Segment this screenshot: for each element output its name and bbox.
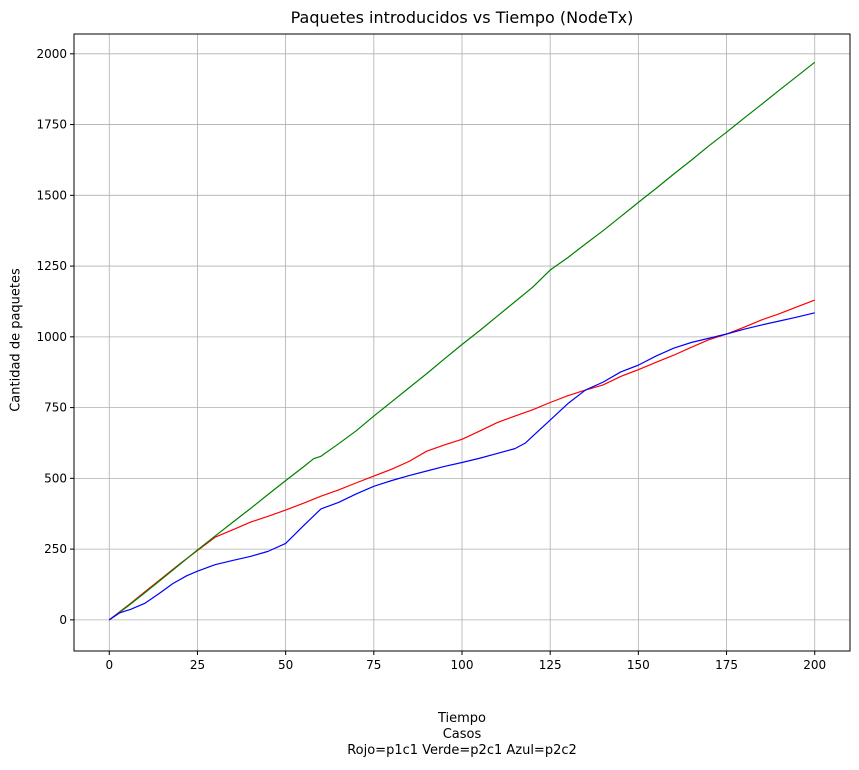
y-axis-label: Cantidad de paquetes bbox=[8, 268, 24, 412]
x-tick-label: 200 bbox=[803, 658, 826, 672]
series-line-1 bbox=[108, 299, 815, 621]
series-line-2 bbox=[108, 61, 816, 621]
y-tick-label: 1750 bbox=[36, 118, 67, 132]
y-tick-label: 750 bbox=[44, 401, 67, 415]
x-tick-label: 125 bbox=[539, 658, 562, 672]
chart-title: Paquetes introducidos vs Tiempo (NodeTx) bbox=[290, 8, 634, 27]
x-tick-label: 0 bbox=[105, 658, 113, 672]
caption-line-1: Casos bbox=[442, 727, 482, 742]
x-tick-label: 25 bbox=[190, 658, 205, 672]
caption-line-2: Rojo=p1c1 Verde=p2c1 Azul=p2c2 bbox=[347, 743, 577, 758]
x-tick-label: 50 bbox=[278, 658, 293, 672]
y-tick-label: 0 bbox=[59, 613, 67, 627]
y-tick-label: 250 bbox=[44, 542, 67, 556]
y-tick-label: 500 bbox=[44, 471, 67, 485]
series-line-3 bbox=[108, 312, 815, 621]
y-tick-label: 1250 bbox=[36, 259, 67, 273]
x-tick-label: 175 bbox=[715, 658, 738, 672]
x-axis-label: Tiempo bbox=[437, 711, 487, 726]
y-tick-label: 1500 bbox=[36, 188, 67, 202]
y-tick-label: 2000 bbox=[36, 47, 67, 61]
y-tick-label: 1000 bbox=[36, 330, 67, 344]
x-tick-label: 100 bbox=[451, 658, 474, 672]
x-tick-label: 150 bbox=[627, 658, 650, 672]
x-tick-label: 75 bbox=[366, 658, 381, 672]
x-axis-caption: Tiempo Casos Rojo=p1c1 Verde=p2c1 Azul=p… bbox=[74, 711, 850, 759]
